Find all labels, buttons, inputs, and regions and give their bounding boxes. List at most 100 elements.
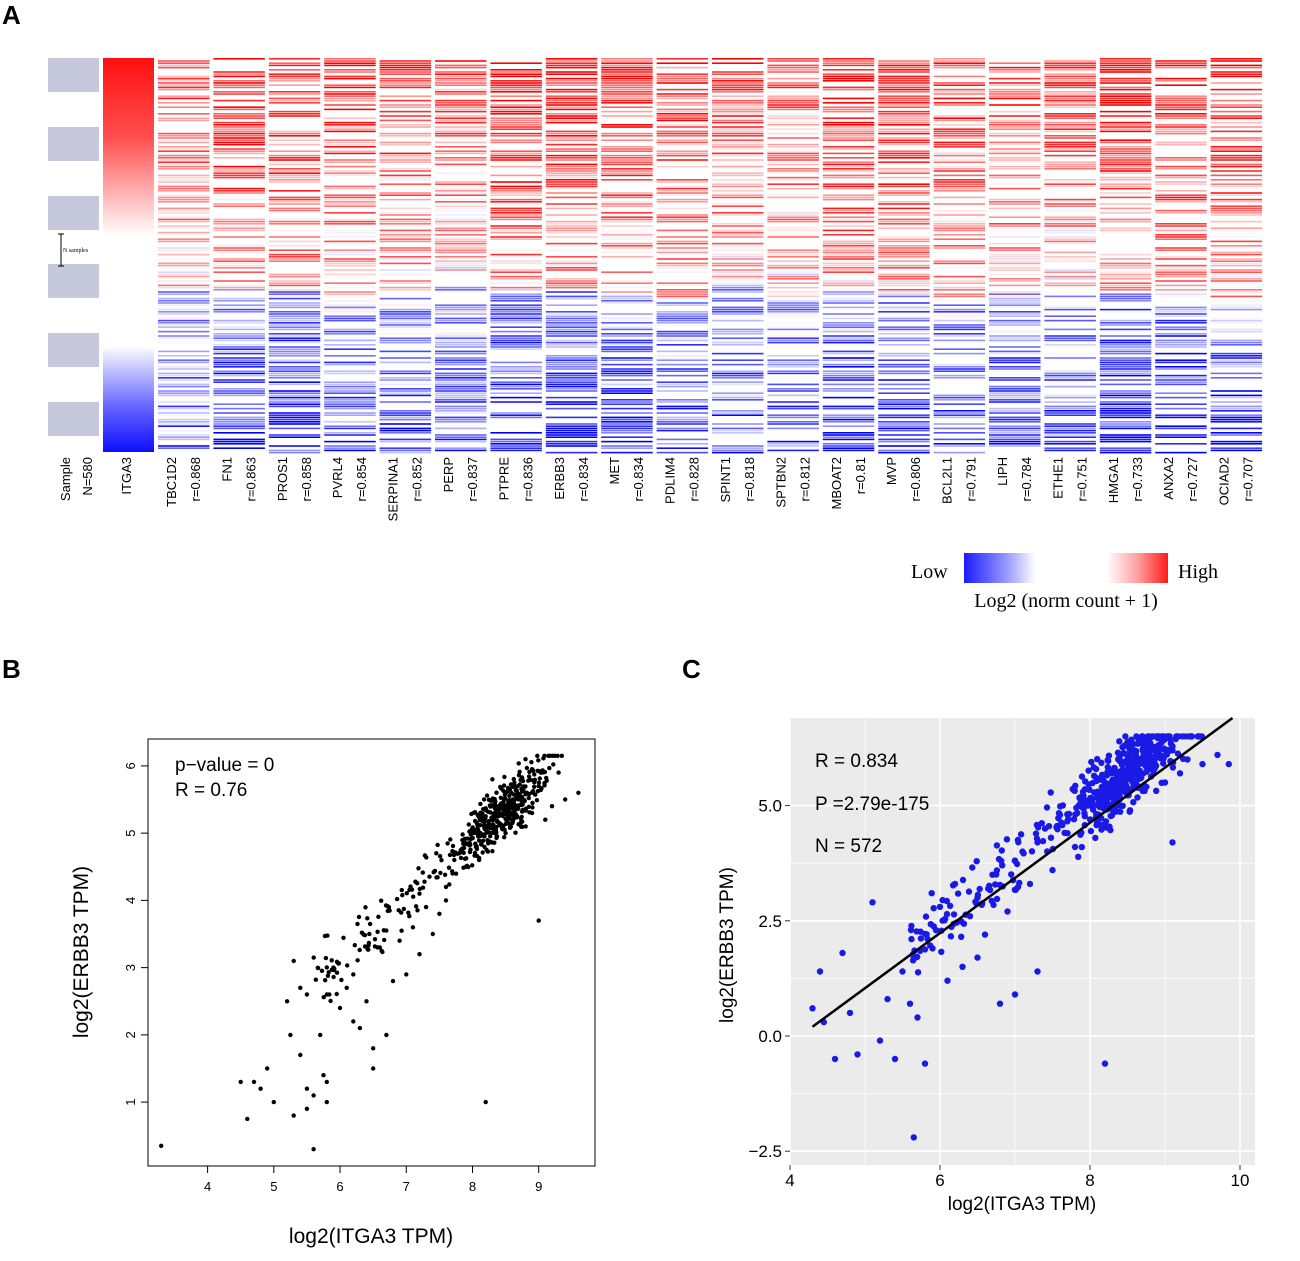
data-point bbox=[944, 977, 951, 984]
data-point bbox=[993, 842, 1001, 849]
data-point bbox=[1072, 782, 1079, 789]
data-point bbox=[526, 774, 532, 779]
data-point bbox=[359, 930, 365, 935]
data-point bbox=[460, 832, 465, 837]
data-point bbox=[492, 799, 498, 804]
y-tick-label: 3 bbox=[123, 964, 138, 971]
gene-r-label-anxa2: r=0.727 bbox=[1185, 457, 1200, 501]
data-point bbox=[404, 972, 409, 977]
data-point bbox=[1017, 831, 1025, 838]
gene-r-label-pdlim4: r=0.828 bbox=[687, 457, 702, 501]
data-point bbox=[1049, 866, 1056, 874]
data-point bbox=[976, 885, 983, 893]
data-point bbox=[498, 795, 503, 800]
data-point bbox=[475, 824, 480, 829]
data-point bbox=[511, 806, 516, 811]
data-point bbox=[159, 1143, 164, 1149]
data-point bbox=[503, 830, 508, 836]
data-point bbox=[438, 870, 443, 876]
data-point bbox=[1094, 819, 1101, 826]
heatmap-column-bg bbox=[601, 58, 653, 452]
data-point bbox=[481, 823, 487, 828]
data-point bbox=[484, 830, 489, 835]
data-point bbox=[321, 1073, 326, 1078]
data-point bbox=[1194, 733, 1202, 740]
data-point bbox=[472, 818, 478, 824]
x-tick-label: 8 bbox=[1085, 1171, 1094, 1190]
data-point bbox=[401, 906, 407, 912]
data-point bbox=[534, 798, 540, 803]
plot-b-y-label: log2(ERBB3 TPM) bbox=[70, 866, 93, 1038]
data-point bbox=[447, 882, 452, 887]
data-point bbox=[516, 803, 521, 808]
data-point bbox=[304, 1086, 310, 1091]
data-point bbox=[500, 827, 505, 832]
data-point bbox=[526, 795, 531, 801]
data-point bbox=[914, 969, 922, 976]
data-point bbox=[1167, 740, 1175, 747]
data-point bbox=[251, 1079, 257, 1085]
data-point bbox=[1132, 755, 1140, 762]
gene-label-met: MET bbox=[607, 457, 622, 485]
data-point bbox=[434, 851, 439, 856]
data-point bbox=[1012, 886, 1019, 893]
plot-b-points bbox=[159, 753, 581, 1152]
x-tick-label: 6 bbox=[336, 1179, 343, 1194]
data-point bbox=[512, 802, 517, 807]
data-point bbox=[1088, 758, 1095, 766]
data-point bbox=[1065, 810, 1073, 818]
data-point bbox=[544, 775, 549, 781]
data-point bbox=[516, 773, 522, 778]
y-tick-label: 5 bbox=[123, 830, 138, 837]
data-point bbox=[520, 778, 526, 784]
sample-block bbox=[48, 58, 99, 92]
data-point bbox=[908, 935, 915, 943]
data-point bbox=[938, 948, 945, 955]
data-point bbox=[372, 937, 378, 942]
data-point bbox=[502, 774, 507, 780]
data-point bbox=[334, 970, 340, 975]
heatmap-column-ethe1 bbox=[1044, 58, 1096, 452]
data-point bbox=[1133, 733, 1140, 740]
data-point bbox=[974, 891, 982, 898]
data-point bbox=[1136, 775, 1143, 782]
data-point bbox=[1116, 738, 1123, 745]
data-point bbox=[415, 908, 420, 913]
data-point bbox=[298, 1052, 303, 1058]
gene-r-label-erbb3: r=0.834 bbox=[576, 457, 591, 501]
data-point bbox=[1141, 746, 1149, 754]
data-point bbox=[476, 814, 482, 820]
data-point bbox=[427, 874, 432, 879]
legend-high: High bbox=[1178, 561, 1218, 583]
data-point bbox=[936, 903, 944, 911]
data-point bbox=[1105, 752, 1113, 759]
data-point bbox=[1081, 813, 1089, 820]
data-point bbox=[1082, 778, 1089, 785]
data-point bbox=[1111, 765, 1118, 772]
y-tick-label: 0.0 bbox=[758, 1027, 782, 1046]
plot-c-background bbox=[790, 718, 1255, 1165]
data-point bbox=[998, 857, 1005, 865]
scatter-plot-b: 4 5 6 7 8 9 1 2 3 4 5 6 p−value = 0 R = 0.76 log2(… bbox=[70, 738, 596, 1248]
data-point bbox=[1039, 837, 1047, 845]
data-point bbox=[291, 1113, 296, 1118]
heatmap-column-pdlim4 bbox=[656, 58, 709, 454]
heatmap-column-mboat2 bbox=[822, 58, 875, 452]
plot-b-frame bbox=[147, 738, 596, 1167]
gene-label-mboat2: MBOAT2 bbox=[829, 457, 844, 510]
data-point bbox=[482, 827, 488, 832]
data-point bbox=[1034, 968, 1041, 975]
data-point bbox=[400, 893, 405, 898]
data-point bbox=[542, 780, 547, 786]
gene-label-perp: PERP bbox=[441, 457, 456, 492]
data-point bbox=[922, 913, 930, 920]
plot-b-annotation-p: p−value = 0 bbox=[175, 755, 274, 776]
gene-r-label-ociad2: r=0.707 bbox=[1241, 457, 1256, 501]
data-point bbox=[906, 1000, 914, 1007]
data-point bbox=[1043, 804, 1051, 811]
data-point bbox=[481, 797, 487, 802]
data-point bbox=[516, 822, 521, 827]
heatmap-column-pvrl4 bbox=[324, 58, 376, 452]
data-point bbox=[1160, 760, 1167, 767]
gene-label-spint1: SPINT1 bbox=[718, 457, 733, 503]
